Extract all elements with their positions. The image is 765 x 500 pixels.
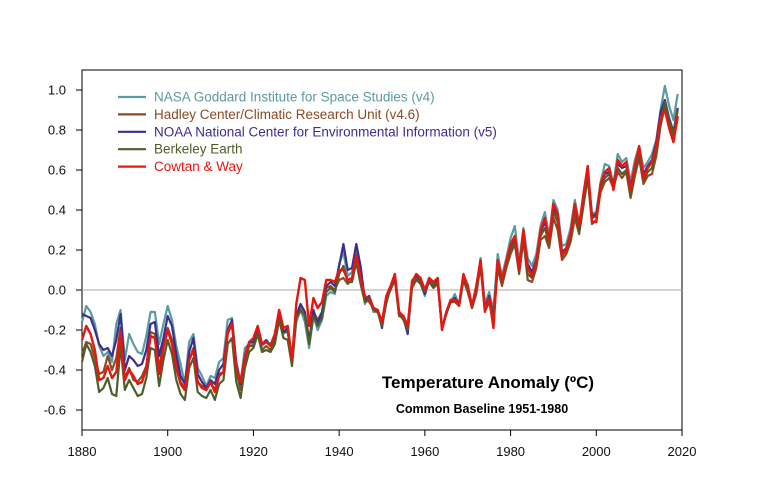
x-tick-label: 1880 (68, 444, 97, 459)
y-tick-label: 0.4 (48, 203, 66, 218)
legend-label-2: Hadley Center/Climatic Research Unit (v4… (154, 107, 420, 122)
y-tick-label: -0.6 (44, 403, 66, 418)
series-lines (80, 84, 679, 402)
legend-label-5: Cowtan & Way (154, 159, 243, 174)
x-tick-label: 1980 (496, 444, 525, 459)
x-tick-label: 1920 (239, 444, 268, 459)
x-tick-label: 1960 (410, 444, 439, 459)
axes: 1880 1900 1920 1940 1960 1980 2000 2020 -0.6 -0.4… (44, 83, 697, 460)
y-tick-label: 1.0 (48, 83, 66, 98)
y-tick-label: 0.0 (48, 283, 66, 298)
y-tick-label: 0.2 (48, 243, 66, 258)
x-tick-label: 1900 (153, 444, 182, 459)
y-tick-label: 0.8 (48, 123, 66, 138)
legend-label-1: NASA Goddard Institute for Space Studies… (154, 90, 435, 105)
chart-subtitle: Common Baseline 1951-1980 (396, 402, 568, 416)
y-tick-label: -0.2 (44, 323, 66, 338)
x-tick-label: 2020 (668, 444, 697, 459)
y-tick-label: 0.6 (48, 163, 66, 178)
legend-label-3: NOAA National Center for Environmental I… (154, 124, 497, 139)
chart-title: Temperature Anomaly (ºC) (382, 373, 594, 392)
x-tick-label: 2000 (582, 444, 611, 459)
series-line-5 (80, 108, 679, 394)
legend: NASA Goddard Institute for Space Studies… (118, 90, 497, 174)
y-tick-label: -0.4 (44, 363, 66, 378)
legend-label-4: Berkeley Earth (154, 142, 243, 157)
x-tick-label: 1940 (325, 444, 354, 459)
